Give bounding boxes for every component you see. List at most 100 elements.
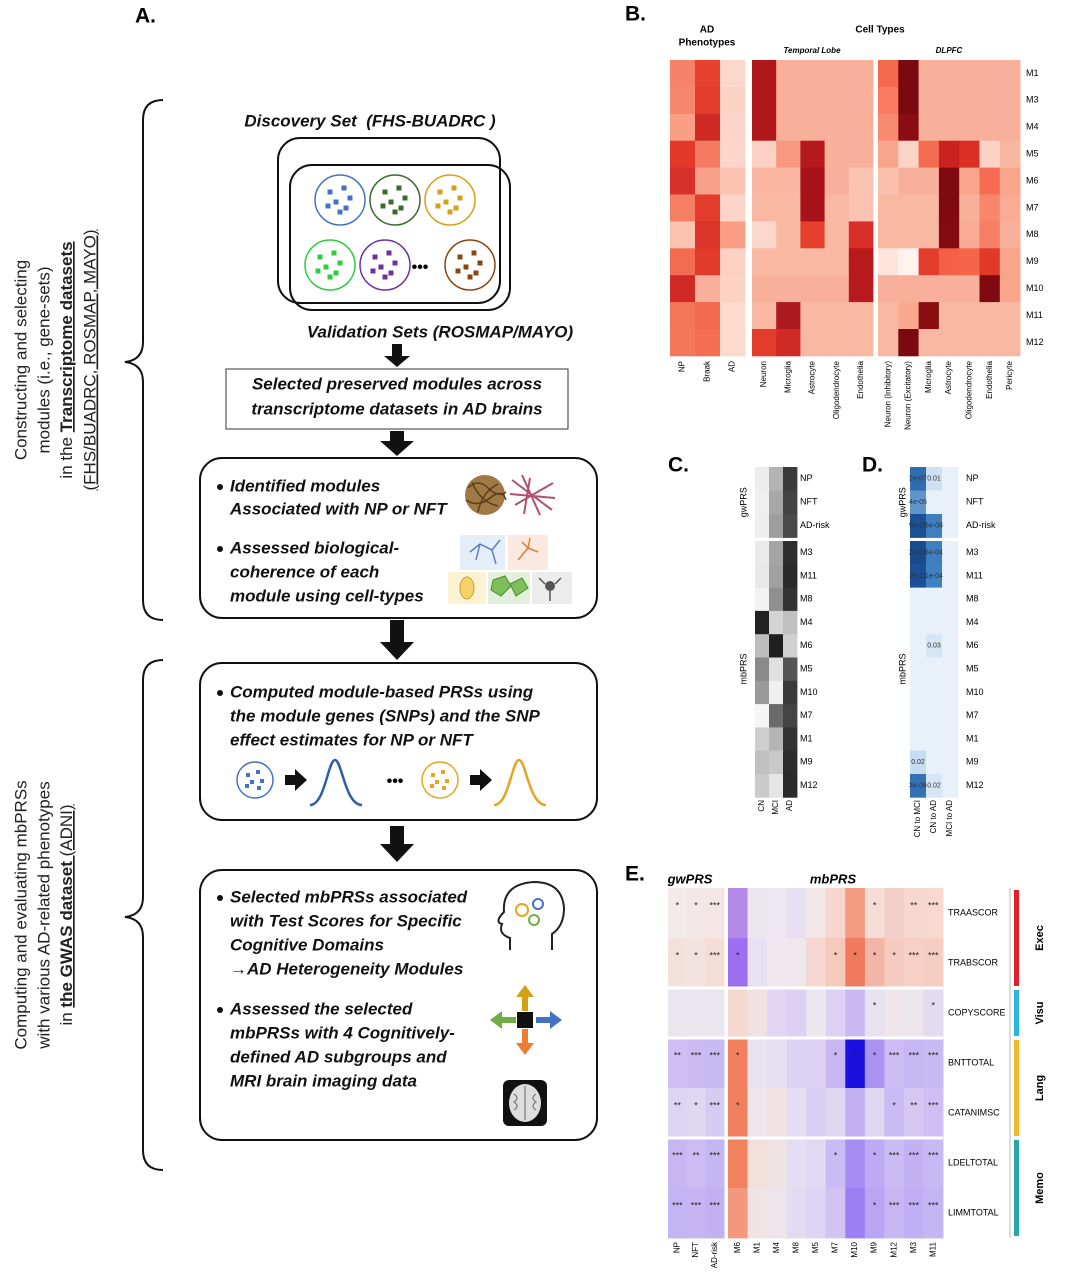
row-label: NP bbox=[800, 473, 813, 483]
column-label: M6 bbox=[733, 1241, 742, 1253]
heatmap-cell bbox=[767, 988, 788, 1039]
heatmap-cell bbox=[979, 167, 1001, 195]
heatmap-cell bbox=[755, 610, 770, 635]
significance: * bbox=[736, 1050, 740, 1060]
heatmap-cell bbox=[824, 86, 850, 115]
box-text: transcriptome datasets in AD brains bbox=[251, 399, 542, 418]
panel-label: C. bbox=[668, 454, 689, 477]
significance: *** bbox=[709, 1100, 720, 1110]
heatmap-cell bbox=[728, 988, 748, 1039]
side-text: in bbox=[57, 1008, 76, 1026]
heatmap-cell bbox=[670, 248, 696, 276]
heatmap-cell bbox=[926, 727, 943, 752]
domain-label: Visu bbox=[1034, 1001, 1046, 1024]
heatmap-cell bbox=[783, 727, 798, 752]
significance: *** bbox=[889, 1050, 900, 1060]
significance: * bbox=[892, 950, 896, 960]
side-text: the GWAS dataset bbox=[57, 861, 76, 1008]
heatmap-cell bbox=[776, 167, 801, 195]
side-line: Constructing and selecting bbox=[11, 260, 30, 460]
gene-dot bbox=[396, 185, 402, 191]
heatmap-cell bbox=[670, 221, 696, 249]
gene-dot bbox=[388, 270, 394, 276]
significance: * bbox=[834, 1050, 838, 1060]
box-text: Computed module-based PRSs using bbox=[230, 682, 534, 701]
heatmap-cell bbox=[769, 564, 784, 588]
heatmap-cell bbox=[728, 1088, 748, 1139]
significance: * bbox=[932, 1000, 936, 1010]
heatmap-cell bbox=[755, 490, 770, 515]
side-text: Transcriptome datasets bbox=[57, 241, 76, 432]
column-label: M1 bbox=[752, 1241, 761, 1253]
heatmap-cell bbox=[848, 167, 874, 195]
bullet bbox=[217, 690, 223, 696]
heatmap-cell bbox=[720, 221, 746, 249]
heatmap-cell bbox=[825, 1038, 846, 1089]
gene-dot bbox=[257, 786, 261, 790]
box-text: module using cell-types bbox=[230, 586, 424, 605]
heatmap-cell bbox=[776, 275, 801, 303]
heatmap-cell bbox=[938, 302, 960, 330]
heatmap-cell bbox=[878, 194, 899, 222]
heatmap-cell bbox=[668, 938, 688, 989]
gene-dot bbox=[473, 270, 479, 276]
box-text: coherence of each bbox=[230, 562, 379, 581]
heatmap-cell bbox=[800, 329, 825, 357]
heatmap-cell bbox=[670, 113, 696, 142]
heatmap-cell bbox=[910, 467, 927, 491]
significance: ** bbox=[693, 1150, 701, 1160]
heatmap-cell bbox=[752, 275, 777, 303]
heatmap-cell bbox=[670, 60, 696, 88]
significance: * bbox=[892, 1100, 896, 1110]
heatmap-cell bbox=[800, 194, 825, 222]
row-label: NP bbox=[966, 473, 979, 483]
gene-dot bbox=[382, 274, 388, 280]
heatmap-cell bbox=[918, 167, 940, 195]
significance: * bbox=[834, 1150, 838, 1160]
domain-label: Memo bbox=[1034, 1172, 1046, 1204]
heatmap-cell bbox=[728, 1188, 748, 1239]
heatmap-cell bbox=[999, 60, 1021, 88]
gene-dot bbox=[380, 203, 386, 209]
gene-dot bbox=[431, 773, 435, 777]
gene-dot bbox=[451, 185, 457, 191]
heatmap-cell bbox=[918, 329, 940, 357]
heatmap-cell bbox=[898, 221, 919, 249]
gene-dot bbox=[245, 784, 249, 788]
gene-dot bbox=[250, 780, 254, 784]
heatmap-cell bbox=[938, 113, 960, 142]
heatmap-cell bbox=[942, 514, 959, 538]
heatmap-cell bbox=[878, 248, 899, 276]
significance: *** bbox=[709, 1200, 720, 1210]
heatmap-cell bbox=[705, 888, 725, 939]
validation-title: Validation Sets (ROSMAP/MAYO) bbox=[307, 322, 574, 341]
heatmap-cell bbox=[999, 302, 1021, 330]
cell-label: 0.01 bbox=[927, 476, 941, 483]
head-icon bbox=[497, 880, 566, 950]
heatmap-cell bbox=[686, 938, 706, 989]
row-label: M9 bbox=[1026, 256, 1039, 266]
region-header: Temporal Lobe bbox=[783, 46, 841, 55]
heatmap-cell bbox=[769, 774, 784, 798]
cell-label: 4e-05 bbox=[909, 499, 927, 506]
heatmap-cell bbox=[923, 888, 944, 939]
column-label: Microglia bbox=[783, 360, 792, 393]
gene-dot bbox=[445, 779, 449, 783]
gene-dot bbox=[453, 205, 459, 211]
panel-label: B. bbox=[625, 3, 646, 26]
column-label: NFT bbox=[691, 1242, 700, 1258]
heatmap-cell bbox=[910, 634, 927, 658]
heatmap-cell bbox=[783, 680, 798, 705]
heatmap-cell bbox=[903, 1088, 924, 1139]
heatmap-cell bbox=[786, 988, 807, 1039]
validation-box bbox=[289, 164, 511, 311]
gene-dot bbox=[378, 264, 384, 270]
heatmap-cell bbox=[755, 564, 770, 588]
heatmap-cell bbox=[776, 86, 801, 115]
heatmap-cell bbox=[979, 275, 1001, 303]
heatmap-cell bbox=[942, 657, 959, 682]
gene-dot bbox=[467, 274, 473, 280]
column-label: M7 bbox=[831, 1241, 840, 1253]
significance: * bbox=[694, 950, 698, 960]
ellipsis-dots: ••• bbox=[412, 259, 429, 276]
